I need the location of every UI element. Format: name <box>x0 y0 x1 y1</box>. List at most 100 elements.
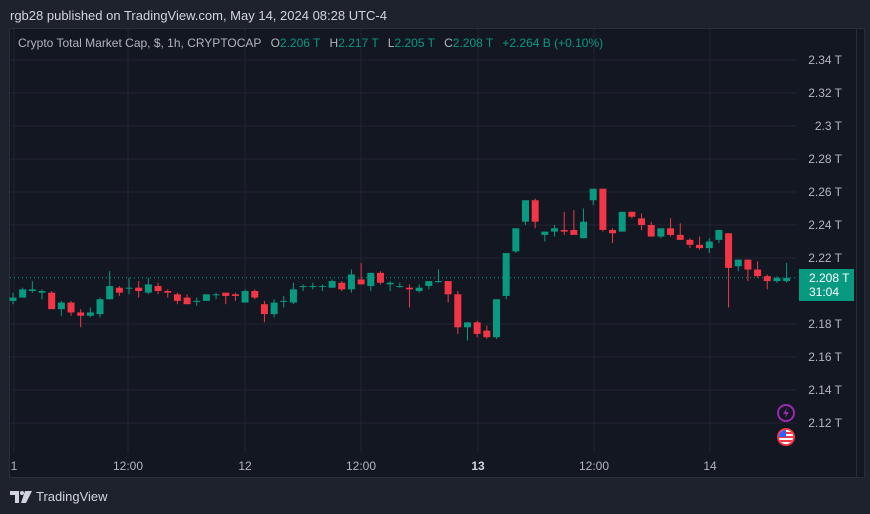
candle <box>560 229 568 232</box>
candle <box>67 302 75 313</box>
candle <box>444 281 452 295</box>
candle <box>164 291 172 293</box>
axis-separator <box>856 28 857 478</box>
candle <box>725 233 733 268</box>
open-label: O <box>270 36 280 50</box>
candle <box>241 291 249 303</box>
candle <box>609 229 617 234</box>
candle <box>696 244 704 249</box>
candle <box>734 259 742 267</box>
candle <box>570 229 578 235</box>
price-tick: 2.32 T <box>808 86 842 100</box>
time-tick: 12:00 <box>345 459 377 473</box>
candle <box>473 322 481 334</box>
candle <box>667 228 675 235</box>
candle <box>628 211 636 217</box>
tradingview-brand[interactable]: TradingView <box>36 489 108 504</box>
price-tick: 2.12 T <box>808 416 842 430</box>
change-value: +2.264 B (+0.10%) <box>502 36 604 50</box>
time-tick: 1 <box>10 459 18 473</box>
candle <box>106 286 114 300</box>
candle <box>589 188 597 201</box>
candle <box>744 259 752 270</box>
candle <box>77 312 85 316</box>
tradingview-logo-icon <box>10 490 32 503</box>
open-value: 2.206 T <box>279 36 321 50</box>
candle <box>125 287 133 289</box>
candle <box>434 281 442 283</box>
candle <box>115 287 123 293</box>
chart-pane[interactable] <box>9 28 865 478</box>
close-label: C <box>444 36 453 50</box>
candle <box>57 302 65 310</box>
last-price: 2.208 T <box>809 271 850 285</box>
candle <box>193 300 201 302</box>
candle <box>144 284 152 293</box>
time-tick: 13 <box>471 459 485 473</box>
candle <box>638 218 646 225</box>
candle <box>580 221 588 239</box>
us-flag-event-icon[interactable] <box>777 428 795 446</box>
footer-branding: TradingView <box>10 489 108 504</box>
candle <box>463 322 471 328</box>
candle <box>222 292 230 296</box>
candle <box>9 297 17 301</box>
high-value: 2.217 T <box>338 36 379 50</box>
candle <box>28 289 36 291</box>
candle <box>212 294 220 296</box>
price-tick: 2.16 T <box>808 350 842 364</box>
candle <box>135 287 143 291</box>
close-value: 2.208 T <box>452 36 494 50</box>
candle <box>754 269 762 277</box>
candle <box>705 241 713 249</box>
candle <box>19 289 27 298</box>
symbol-info[interactable]: Crypto Total Market Cap, $, 1h, CRYPTOCA… <box>18 36 262 50</box>
low-value: 2.205 T <box>394 36 435 50</box>
candle <box>599 188 607 230</box>
candle <box>425 281 433 287</box>
candle <box>715 229 723 240</box>
price-tick: 2.24 T <box>808 218 842 232</box>
time-tick: 12:00 <box>112 459 144 473</box>
candle <box>376 272 384 283</box>
price-tick: 2.22 T <box>808 251 842 265</box>
candle <box>647 225 655 237</box>
candle <box>96 299 104 315</box>
lightning-event-icon[interactable] <box>777 404 795 422</box>
candle <box>396 286 404 288</box>
chart-legend: Crypto Total Market Cap, $, 1h, CRYPTOCA… <box>18 36 603 50</box>
candle <box>454 294 462 328</box>
candle <box>618 211 626 232</box>
candle <box>783 277 791 282</box>
bar-countdown: 31:04 <box>809 285 840 299</box>
time-tick: 12 <box>238 459 252 473</box>
candle <box>512 228 520 252</box>
candle <box>260 304 268 315</box>
candle <box>183 297 191 305</box>
candle <box>541 231 549 235</box>
low-label: L <box>387 36 395 50</box>
price-tick: 2.34 T <box>808 53 842 67</box>
time-tick: 14 <box>703 459 717 473</box>
candle <box>676 234 684 240</box>
candle <box>338 282 346 290</box>
price-tick: 2.3 T <box>814 119 842 133</box>
candle <box>657 228 665 237</box>
candle <box>86 312 94 316</box>
candle <box>280 300 288 302</box>
candle <box>289 289 297 303</box>
candle <box>357 279 365 285</box>
candle <box>173 294 181 301</box>
candle <box>686 239 694 245</box>
candle <box>299 286 307 288</box>
candle <box>347 274 355 290</box>
candle <box>270 302 278 315</box>
candle <box>502 253 510 296</box>
price-tick: 2.18 T <box>808 317 842 331</box>
candle <box>405 287 413 290</box>
price-tick: 2.26 T <box>808 185 842 199</box>
candle <box>154 286 162 291</box>
candle <box>48 292 56 310</box>
candle <box>38 291 46 293</box>
